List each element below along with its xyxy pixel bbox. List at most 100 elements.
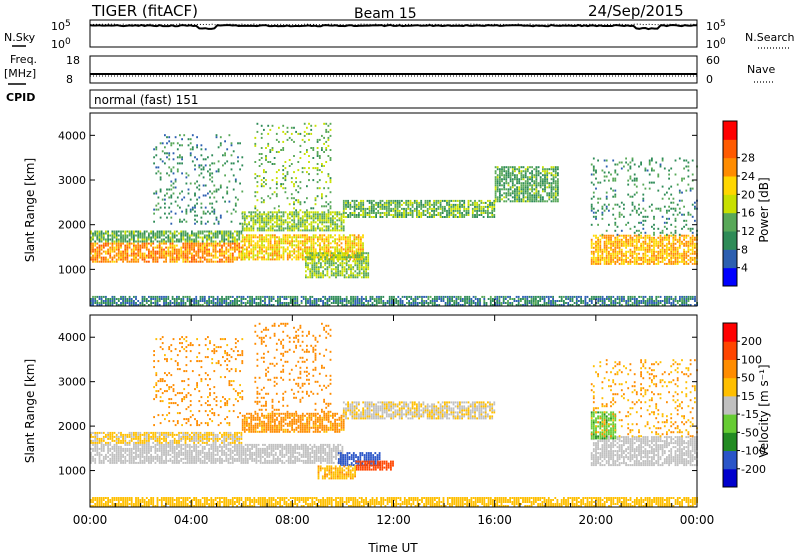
power-cells-cell bbox=[206, 254, 208, 257]
power-cells-cell bbox=[531, 196, 533, 199]
power-cells-cell bbox=[644, 234, 647, 237]
power-cells-cell bbox=[398, 199, 401, 202]
power-cells-cell bbox=[282, 246, 285, 249]
power-cells-cell bbox=[625, 256, 627, 259]
power-cells-cell bbox=[203, 250, 206, 253]
power-cells-cell bbox=[537, 194, 540, 197]
power-cells-cell bbox=[614, 195, 617, 198]
power-cells-cell bbox=[326, 304, 329, 306]
power-cells-cell bbox=[94, 240, 97, 243]
power-cells-cell bbox=[305, 298, 307, 300]
power-cells-cell bbox=[345, 262, 348, 265]
power-cells-cell bbox=[167, 252, 170, 255]
power-cells-cell bbox=[181, 220, 183, 223]
power-cells-cell bbox=[385, 205, 388, 208]
power-cells-cell bbox=[238, 250, 241, 253]
power-cells-cell bbox=[625, 244, 627, 247]
power-cells-cell bbox=[546, 170, 549, 173]
power-cells-cell bbox=[304, 236, 306, 239]
power-cells-cell bbox=[526, 200, 529, 203]
power-cells-cell bbox=[633, 231, 636, 234]
power-cells-cell bbox=[244, 298, 247, 300]
power-cells-cell bbox=[254, 246, 257, 249]
power-cells-cell bbox=[537, 196, 540, 199]
power-cells-cell bbox=[139, 232, 142, 235]
power-cells-cell bbox=[303, 167, 306, 170]
power-cells-cell bbox=[193, 300, 195, 302]
power-cells-cell bbox=[169, 242, 172, 245]
power-cells-cell bbox=[309, 300, 312, 302]
power-cells-cell bbox=[195, 298, 198, 300]
power-cells-cell bbox=[199, 260, 202, 263]
power-cells-cell bbox=[139, 234, 142, 237]
power-cells-cell bbox=[234, 180, 237, 183]
power-cells-cell bbox=[169, 244, 172, 247]
power-cells-cell bbox=[282, 256, 285, 259]
power-cells-cell bbox=[215, 170, 218, 173]
power-cells-cell bbox=[691, 248, 694, 251]
power-cells-cell bbox=[152, 295, 155, 298]
power-cells-cell bbox=[668, 209, 670, 212]
power-cells-cell bbox=[206, 260, 208, 263]
power-cells-cell bbox=[195, 232, 198, 235]
power-cells-cell bbox=[321, 205, 323, 208]
power-cells-cell bbox=[152, 230, 155, 233]
power-cells-cell bbox=[271, 217, 274, 220]
power-cells-cell bbox=[337, 274, 339, 277]
power-cells-cell bbox=[365, 264, 367, 267]
power-cells-cell bbox=[365, 268, 367, 271]
power-cells-cell bbox=[208, 260, 210, 263]
power-cells-cell bbox=[161, 198, 164, 201]
power-cells-cell bbox=[327, 242, 330, 245]
power-cells-cell bbox=[681, 240, 683, 243]
power-cells-cell bbox=[676, 258, 679, 261]
power-cells-cell bbox=[614, 229, 617, 232]
power-cells-cell bbox=[166, 142, 168, 145]
power-cells-cell bbox=[635, 179, 638, 182]
power-cells-cell bbox=[223, 238, 226, 241]
power-cells-cell bbox=[309, 302, 312, 304]
power-cells-cell bbox=[254, 144, 257, 147]
power-cells-cell bbox=[154, 252, 157, 255]
power-cells-cell bbox=[306, 236, 308, 239]
power-cells-cell bbox=[286, 254, 289, 257]
power-cells-cell bbox=[263, 181, 265, 184]
power-cells-cell bbox=[105, 232, 107, 235]
power-cells-cell bbox=[105, 302, 107, 304]
power-cells-cell bbox=[335, 254, 337, 257]
power-cells-cell bbox=[398, 216, 401, 218]
power-cells-cell bbox=[459, 209, 461, 212]
power-cells-cell bbox=[385, 203, 388, 206]
power-cells-cell bbox=[339, 258, 342, 261]
power-cells-cell bbox=[670, 223, 673, 226]
power-cells-cell bbox=[167, 304, 170, 306]
power-cells-cell bbox=[264, 295, 266, 298]
power-cells-cell bbox=[522, 198, 525, 201]
power-cells-cell bbox=[364, 212, 367, 214]
power-cells-cell bbox=[418, 203, 420, 206]
power-cells-cell bbox=[172, 182, 175, 185]
power-cells-cell bbox=[171, 248, 174, 251]
power-cells-cell bbox=[353, 203, 356, 206]
power-cells-cell bbox=[229, 234, 232, 237]
power-cells-cell bbox=[181, 198, 183, 201]
power-cells-cell bbox=[323, 213, 326, 216]
power-cells-cell bbox=[398, 212, 401, 214]
power-cells-cell bbox=[694, 201, 696, 204]
power-cells-cell bbox=[305, 260, 307, 263]
power-cells-cell bbox=[254, 191, 257, 194]
power-cells-cell bbox=[230, 212, 233, 215]
power-cells-cell bbox=[238, 300, 241, 302]
power-cells-cell bbox=[368, 201, 371, 204]
power-cells-cell bbox=[184, 258, 187, 261]
power-cells-cell bbox=[685, 219, 688, 222]
power-cells-cell bbox=[301, 240, 304, 243]
power-cells-cell bbox=[676, 248, 679, 251]
power-cells-cell bbox=[267, 219, 270, 222]
power-cells-cell bbox=[265, 213, 268, 216]
power-cells-cell bbox=[435, 207, 438, 210]
power-cells-cell bbox=[311, 254, 314, 257]
power-cells-cell bbox=[687, 169, 690, 172]
power-cells-cell bbox=[329, 229, 332, 232]
power-cells-cell bbox=[282, 219, 285, 222]
